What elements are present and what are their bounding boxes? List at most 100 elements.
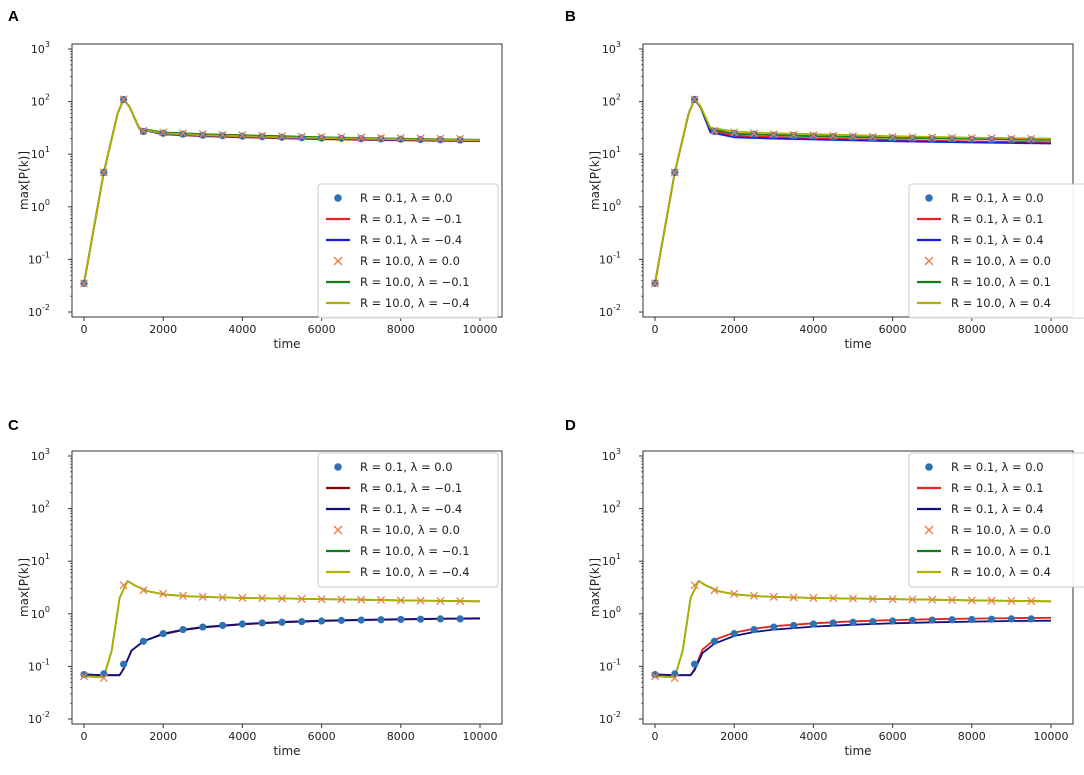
legend-frame [317,183,499,319]
data-marker-x [967,133,976,143]
data-marker-x [690,581,699,590]
y-tick-label: 101 [31,145,50,161]
data-point [120,660,128,668]
data-marker-x [829,131,838,140]
legend-frame [908,183,1084,319]
legend-swatch-x [924,525,934,535]
panel-c: C 0 2000 4000 6000 8000 10000 103 102 101 100 10-1 1… [8,417,503,758]
data-marker-x [198,592,207,601]
data-marker-x [258,594,267,603]
data-marker-x [928,595,937,604]
y-tick-label: 102 [31,93,50,109]
y-tick-label: 10-2 [28,303,50,319]
data-marker-x [868,132,877,141]
data-marker-x [710,126,719,135]
data-marker-x [99,168,108,177]
data-point [750,130,758,138]
y-tick-label: 103 [602,40,621,56]
data-marker-x [1007,596,1016,605]
data-marker-x [809,593,818,603]
data-marker-x [119,581,128,590]
data-point [417,135,425,144]
legend-label: R = 10.0, λ = 0.0 [951,523,1051,537]
legend-label: R = 0.1, λ = 0.1 [951,481,1044,495]
data-marker-x [908,133,917,142]
data-marker-x [928,133,937,142]
axes-frame [71,450,503,725]
data-point [219,621,227,630]
data-point [417,615,425,623]
legend: R = 0.1, λ = 0.0 R = 0.1, λ = 0.1 R = 0.1,… [908,183,1084,319]
legend: R = 0.1, λ = 0.0 R = 0.1, λ = −0.1 R = 0.1… [317,452,499,588]
data-point [258,133,266,141]
panel-letter: D [565,417,576,434]
legend-swatch-dot [334,194,342,202]
data-point [770,131,778,139]
data-point [928,616,936,624]
x-tick-label: 2000 [720,730,748,743]
y-axis-label: max[P(k)] [588,151,602,210]
data-point [908,616,917,624]
y-tick-label: 103 [602,447,621,463]
data-marker-x [357,133,366,142]
data-marker-x [749,129,759,138]
data-point [1027,615,1035,623]
data-point [948,135,956,143]
data-point [829,133,837,141]
data-marker-x [396,133,405,143]
data-point [159,630,167,638]
data-marker-x [139,586,148,595]
legend-swatch-x [333,256,343,266]
data-point [908,134,917,142]
x-tick-label: 4000 [799,323,827,336]
data-marker-x [868,594,877,603]
y-axis-label: max[P(k)] [588,558,602,617]
panel-letter: B [565,8,576,25]
data-point [691,660,699,668]
data-marker-x [79,279,89,288]
data-marker-x [670,674,679,683]
data-marker-x [650,672,660,681]
legend-label: R = 0.1, λ = 0.4 [951,233,1044,247]
panel-b: B 0 2000 4000 6000 8000 10000 103 102 101 100 10-1 1… [565,8,1084,351]
data-point [179,130,187,138]
data-marker-x [218,130,227,139]
data-marker-x [947,595,957,605]
legend-label: R = 0.1, λ = 0.1 [951,212,1044,226]
data-marker-x [730,128,739,137]
data-point [357,616,365,624]
y-tick-label: 101 [602,145,621,161]
data-marker-x [769,130,778,139]
data-point [278,133,286,141]
data-marker-x [947,133,957,142]
data-marker-x [198,130,207,139]
legend: R = 0.1, λ = 0.0 R = 0.1, λ = −0.1 R = 0.1… [317,183,499,319]
legend-frame [908,452,1084,588]
legend-label: R = 10.0, λ = 0.0 [360,254,460,268]
data-marker-x [987,134,996,143]
data-marker-x [277,594,287,603]
data-point [869,618,877,626]
data-marker-x [436,134,445,143]
axes-frame [642,43,1074,318]
data-point [139,637,147,645]
y-tick-label: 100 [31,198,50,214]
data-marker-x [670,168,679,177]
data-marker-x [1007,134,1016,143]
data-marker-x [789,130,798,139]
legend-label: R = 0.1, λ = 0.0 [360,460,453,474]
data-point [318,134,326,142]
data-marker-x [376,595,386,605]
data-marker-x [789,593,798,602]
legend-label: R = 10.0, λ = 0.0 [360,523,460,537]
x-tick-label: 8000 [387,323,415,336]
data-point [337,134,345,142]
data-point [238,620,246,628]
y-tick-label: 103 [31,447,50,463]
y-tick-label: 102 [31,500,50,516]
data-point [219,132,227,140]
data-marker-x [357,595,366,604]
data-marker-x [238,593,247,603]
x-tick-label: 6000 [308,323,336,336]
data-point [298,134,306,142]
